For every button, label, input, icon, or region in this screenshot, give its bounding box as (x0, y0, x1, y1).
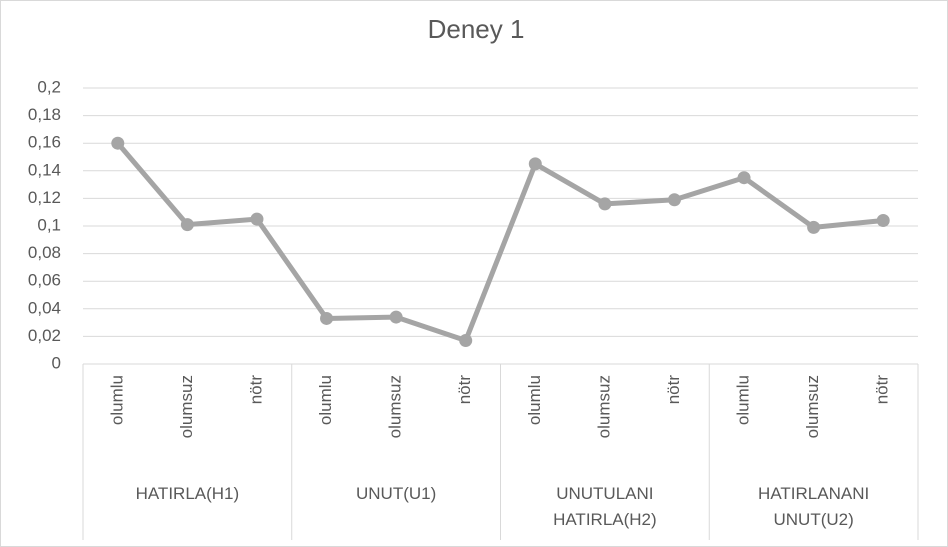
marker (807, 220, 821, 234)
marker (250, 212, 264, 226)
marker (111, 136, 125, 150)
x-tick-label: olumsuz (386, 375, 405, 438)
x-tick-label: olumsuz (177, 375, 196, 438)
chart-title: Deney 1 (428, 14, 525, 44)
group-label: UNUT(U1) (355, 484, 437, 503)
group-label: UNUTULANI HATIRLA(H2) (553, 484, 657, 529)
x-tick-label: nötr (664, 375, 683, 405)
marker (528, 157, 542, 171)
group-label: HATIRLA(H1) (135, 484, 240, 503)
y-tick-label: 0,14 (28, 160, 61, 179)
y-tick-label: 0,04 (28, 298, 61, 317)
x-tick-label: olumsuz (594, 375, 613, 438)
y-tick-label: 0,1 (37, 215, 61, 234)
marker (876, 213, 890, 227)
x-tick-label: olumlu (734, 375, 753, 425)
x-tick-label: olumsuz (803, 375, 822, 438)
y-tick-label: 0,12 (28, 188, 61, 207)
marker (598, 197, 612, 211)
y-tick-label: 0,08 (28, 243, 61, 262)
y-tick-label: 0 (52, 353, 61, 372)
y-tick-label: 0,16 (28, 133, 61, 152)
marker (459, 334, 473, 348)
marker (389, 310, 403, 324)
x-tick-label: nötr (455, 375, 474, 405)
x-tick-label: nötr (246, 375, 265, 405)
marker (320, 311, 334, 325)
x-tick-label: olumlu (316, 375, 335, 425)
x-tick-label: olumlu (525, 375, 544, 425)
group-label: HATIRLANANI UNUT(U2) (758, 484, 870, 529)
y-tick-label: 0,18 (28, 105, 61, 124)
marker (180, 218, 194, 232)
y-tick-label: 0,2 (37, 77, 61, 96)
marker (667, 193, 681, 207)
marker (737, 171, 751, 185)
line (115, 141, 884, 344)
y-tick-label: 0,06 (28, 271, 61, 290)
x-tick-label: nötr (873, 375, 892, 405)
y-tick-label: 0,02 (28, 326, 61, 345)
x-tick-label: olumlu (107, 375, 126, 425)
